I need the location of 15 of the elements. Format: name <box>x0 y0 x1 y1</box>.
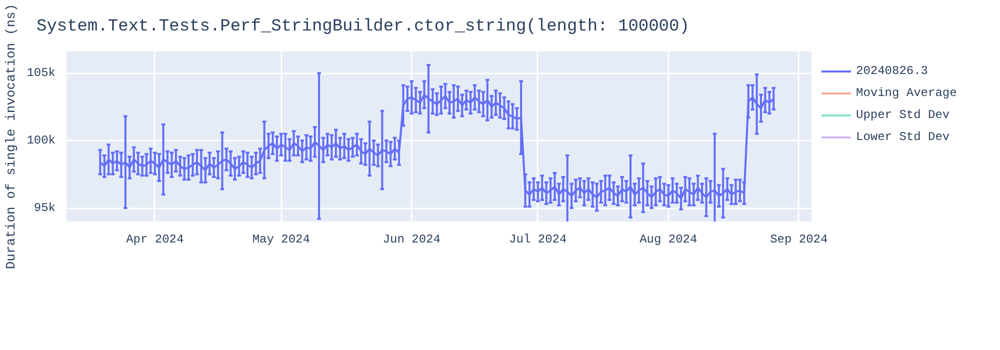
x-tick-label: May 2024 <box>252 232 310 246</box>
chart-title: System.Text.Tests.Perf_StringBuilder.ctor_string(length: 100000) <box>36 18 690 36</box>
x-tick-label: Aug 2024 <box>640 232 698 246</box>
legend-label: 20240826.3 <box>856 64 928 78</box>
y-tick-label: 105k <box>26 66 56 80</box>
y-tick-label: 95k <box>34 201 56 216</box>
x-tick-label: Jul 2024 <box>509 232 567 246</box>
x-tick-label: Sep 2024 <box>770 232 828 246</box>
legend-label: Upper Std Dev <box>856 108 950 122</box>
x-tick-label: Jun 2024 <box>382 232 440 246</box>
x-tick-label: Apr 2024 <box>126 232 184 246</box>
legend-label: Moving Average <box>856 86 957 100</box>
y-axis-title: Duration of single invocation (ns) <box>4 4 19 270</box>
legend-label: Lower Std Dev <box>856 130 950 144</box>
y-tick-label: 100k <box>26 134 56 148</box>
